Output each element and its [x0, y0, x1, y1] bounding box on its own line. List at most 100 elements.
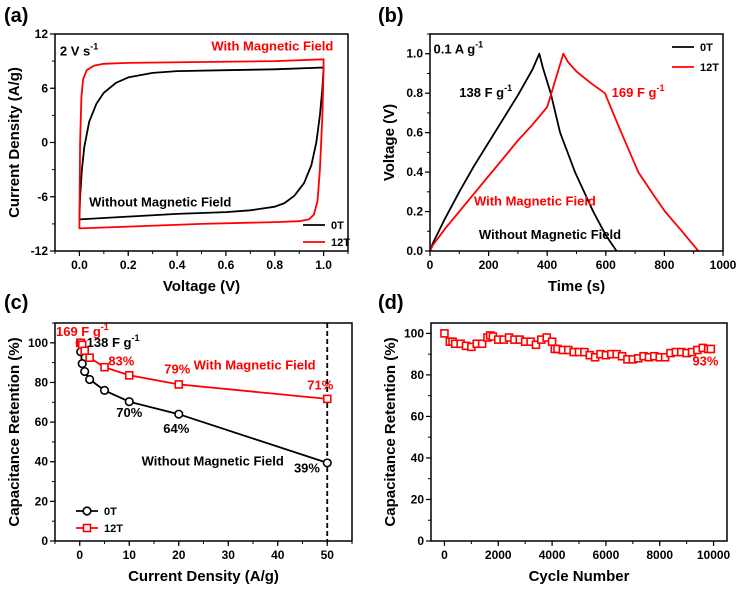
x-tick-label: 200: [479, 258, 499, 272]
annotation-text: 71%: [307, 377, 333, 392]
annotation: 93%: [692, 354, 718, 369]
x-tick-label: 0.8: [266, 258, 283, 272]
legend-label: 12T: [700, 62, 719, 74]
y-axis-title: Capacitance Retention (%): [382, 337, 399, 526]
y-tick-label: 40: [411, 451, 425, 465]
y-tick-label: 100: [404, 326, 424, 340]
data-point: [322, 394, 332, 404]
legend-label: 0T: [700, 42, 713, 54]
panel-d: (d) 0 2000 4000 6000 8000 10000 0 20 40 60 80 100 Cyc…: [378, 292, 731, 585]
annotation-text: 83%: [108, 354, 134, 369]
x-tick-label: 50: [321, 548, 335, 562]
annotation: 71%: [307, 377, 333, 392]
x-axis-title: Time (s): [548, 278, 605, 295]
data-point: [706, 344, 716, 354]
x-tick-label: 0.2: [120, 258, 137, 272]
annotation-text: 169 F g: [56, 324, 101, 339]
y-tick-label: -12: [31, 244, 49, 258]
plot-frame: [429, 33, 724, 252]
x-tick-label: 10: [123, 548, 137, 562]
annotation-text: 0.1 A g: [434, 42, 476, 57]
annotation: 64%: [163, 421, 189, 436]
annotation-superscript: -1: [131, 333, 139, 343]
series-line-12T: [429, 52, 700, 252]
x-tick-label: 20: [172, 548, 186, 562]
legend-label: 0T: [104, 506, 117, 518]
x-tick-label: 2000: [485, 548, 512, 562]
y-tick-label: 0.6: [406, 126, 423, 140]
legend-label: 12T: [104, 523, 123, 535]
data-point: [322, 458, 332, 468]
annotation-text: 169 F g: [612, 85, 657, 100]
annotation: 39%: [294, 461, 320, 476]
y-tick-label: 0: [41, 136, 48, 150]
x-tick-label: 0.4: [169, 258, 186, 272]
y-tick-label: -6: [37, 190, 48, 204]
x-tick-label: 0: [76, 548, 83, 562]
y-tick-label: 0.8: [406, 86, 423, 100]
data-point: [174, 409, 184, 419]
x-tick-label: 30: [222, 548, 236, 562]
y-tick-label: 0: [417, 534, 424, 548]
data-point: [174, 380, 184, 389]
annotation-superscript: -1: [504, 83, 512, 93]
data-point: [80, 366, 90, 377]
y-tick-label: 60: [411, 409, 425, 423]
annotation-text: 93%: [692, 354, 718, 369]
annotation: With Magnetic Field: [194, 358, 316, 373]
annotation-text: Without Magnetic Field: [479, 227, 621, 242]
data-point: [85, 374, 95, 385]
x-tick-label: 1000: [710, 258, 737, 272]
x-tick-label: 0: [441, 548, 448, 562]
x-axis-title: Current Density (A/g): [128, 568, 279, 585]
x-tick-label: 8000: [646, 548, 673, 562]
y-tick-label: 20: [35, 494, 49, 508]
annotation: With Magnetic Field: [474, 194, 596, 209]
legend-marker: [82, 506, 92, 516]
plot-frame: [54, 33, 349, 252]
x-tick-label: 0: [427, 258, 434, 272]
annotation: 79%: [164, 362, 190, 377]
annotation-text: 39%: [294, 461, 320, 476]
annotation-text: 138 F g: [87, 335, 132, 350]
x-tick-label: 10000: [697, 548, 731, 562]
annotation: 70%: [116, 405, 142, 420]
x-axis-title: Cycle Number: [529, 568, 630, 585]
x-tick-label: 800: [654, 258, 674, 272]
annotation-text: With Magnetic Field: [194, 358, 316, 373]
y-tick-label: 0: [41, 534, 48, 548]
panel-label: (c): [4, 292, 28, 314]
annotation-text: With Magnetic Field: [211, 38, 333, 53]
data-point: [80, 346, 89, 356]
legend-marker: [82, 523, 92, 533]
annotation-superscript: -1: [101, 322, 109, 332]
y-tick-label: 100: [28, 336, 48, 350]
plot-frame: [54, 322, 353, 542]
x-tick-label: 6000: [593, 548, 620, 562]
data-point: [100, 362, 109, 372]
annotation-superscript: -1: [475, 40, 483, 50]
y-tick-label: 20: [411, 492, 425, 506]
annotation-text: 138 F g: [459, 85, 504, 100]
annotation-superscript: -1: [90, 42, 98, 52]
y-axis-title: Capacitance Retention (%): [6, 337, 23, 526]
x-tick-label: 0.6: [218, 258, 235, 272]
panel-b: (b) 0 200 400 600 800 1000 0.0 0.2 0.4 0.6 0.8 1.0 Ti…: [378, 5, 737, 295]
annotation: Without Magnetic Field: [89, 195, 231, 210]
y-axis-title: Voltage (V): [381, 104, 398, 181]
panel-label: (b): [378, 5, 404, 27]
x-axis-title: Voltage (V): [163, 278, 240, 295]
annotation: Without Magnetic Field: [479, 227, 621, 242]
y-tick-label: 6: [41, 81, 48, 95]
annotation-superscript: -1: [656, 83, 664, 93]
annotation: 0.1 A g-1: [434, 40, 484, 57]
y-tick-label: 40: [35, 455, 49, 469]
data-point: [440, 329, 449, 338]
x-tick-label: 1.0: [315, 258, 332, 272]
x-tick-label: 0.0: [71, 258, 88, 272]
series-line-0T: [429, 52, 618, 252]
panel-label: (d): [378, 292, 404, 314]
series-line-12T: [78, 58, 325, 230]
data-point: [99, 385, 110, 395]
